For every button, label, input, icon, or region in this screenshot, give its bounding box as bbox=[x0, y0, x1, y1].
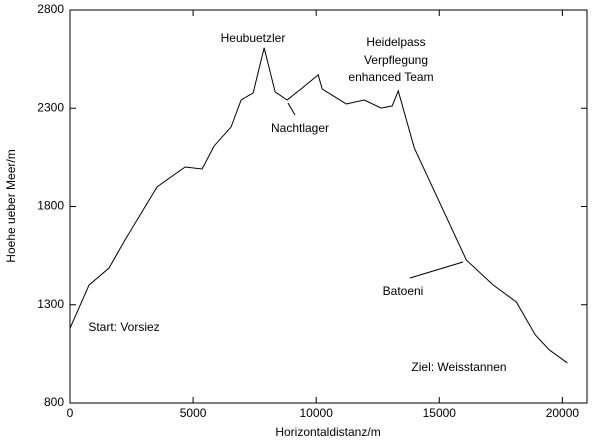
y-tick-label: 2300 bbox=[37, 100, 64, 114]
y-tick-label: 2800 bbox=[37, 2, 64, 16]
elevation-line bbox=[69, 47, 568, 364]
plot-frame bbox=[69, 9, 588, 404]
annotation: Heubuetzler bbox=[221, 31, 286, 45]
x-tick-label: 20000 bbox=[546, 406, 580, 420]
annotation-pointer bbox=[287, 102, 296, 116]
y-axis-label: Hoehe ueber Meer/m bbox=[4, 149, 18, 262]
x-tick-label: 15000 bbox=[423, 406, 457, 420]
x-axis-label: Horizontaldistanz/m bbox=[275, 425, 380, 439]
x-tick-label: 5000 bbox=[180, 406, 207, 420]
annotation: Ziel: Weisstannen bbox=[411, 360, 506, 374]
y-tick-label: 800 bbox=[44, 395, 64, 409]
annotation: Nachtlager bbox=[271, 121, 329, 135]
annotation: Heidelpass bbox=[366, 35, 425, 49]
annotation-pointer bbox=[409, 261, 464, 279]
annotation: Batoeni bbox=[383, 284, 424, 298]
annotation: Start: Vorsiez bbox=[88, 320, 159, 334]
y-tick-label: 1300 bbox=[37, 297, 64, 311]
y-tick-label: 1800 bbox=[37, 199, 64, 213]
x-tick-label: 10000 bbox=[300, 406, 334, 420]
annotation: Verpflegung bbox=[364, 53, 428, 67]
annotation: enhanced Team bbox=[348, 70, 433, 84]
x-tick-label: 0 bbox=[67, 406, 74, 420]
